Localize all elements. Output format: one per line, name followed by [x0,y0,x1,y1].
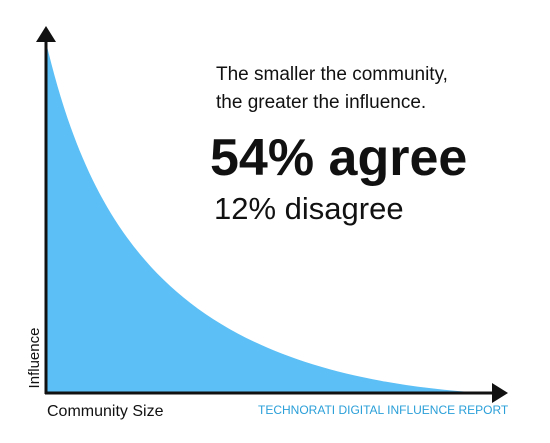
y-axis-label: Influence [26,328,43,389]
agree-stat: 54% agree [210,129,467,187]
x-axis-label: Community Size [47,403,164,420]
influence-curve [46,42,485,393]
source-note: TECHNORATI DIGITAL INFLUENCE REPORT [258,403,509,417]
x-axis-arrow [492,383,508,403]
headline-line: The smaller the community, [216,64,448,85]
disagree-stat: 12% disagree [214,191,404,226]
y-axis-arrow [36,26,56,42]
headline-line: the greater the influence. [216,92,426,113]
